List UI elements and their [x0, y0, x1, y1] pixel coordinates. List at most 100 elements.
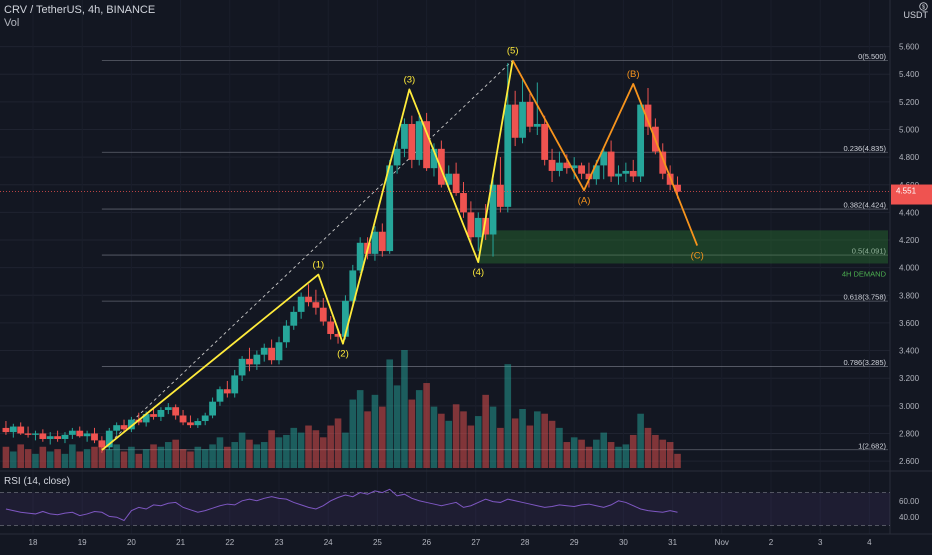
volume-bar [91, 446, 98, 468]
candle-body [194, 421, 202, 426]
candle-body [319, 307, 327, 322]
rsi-label[interactable]: RSI (14, close) [4, 476, 71, 487]
candle-body [260, 347, 268, 355]
volume-bar [430, 406, 438, 468]
candle-body [371, 231, 379, 254]
price-axis-label: 4.800 [899, 153, 920, 162]
volume-bar [379, 406, 386, 468]
volume-bar [39, 446, 47, 468]
demand-zone-box [478, 230, 888, 264]
candle-body [356, 242, 364, 271]
volume-bar [593, 439, 600, 468]
candle-body [46, 436, 54, 439]
candle-body [9, 426, 17, 433]
time-axis-label: 24 [324, 538, 333, 547]
price-axis-label: 3.600 [899, 319, 920, 328]
volume-bar [607, 442, 615, 468]
candle-body [556, 162, 563, 171]
volume-bar [275, 437, 283, 468]
corrective-wave-line [511, 59, 699, 246]
candle-body [209, 401, 216, 416]
trend-line [101, 60, 514, 451]
volume-bar [216, 437, 224, 468]
candle-body [120, 425, 128, 430]
volume-bar [438, 413, 445, 468]
candle-body [105, 430, 113, 448]
candle-body [563, 162, 571, 169]
price-axis-label: 5.600 [899, 43, 920, 52]
candle-body [68, 430, 76, 435]
candle-body [128, 419, 135, 430]
volume-bar [187, 451, 194, 468]
demand-zone-label: 4H DEMAND [842, 270, 887, 279]
price-axis-label: 4.200 [899, 236, 920, 245]
candle-body [674, 184, 681, 192]
candle-body [24, 433, 32, 435]
volume-bar [504, 364, 512, 468]
candle-body [98, 440, 106, 448]
volume-bar [674, 453, 681, 468]
candle-body [393, 148, 401, 166]
candle-body [467, 212, 475, 238]
candle-body [216, 389, 224, 402]
candle-body [223, 389, 231, 394]
volume-label[interactable]: Vol [4, 17, 20, 29]
candle-body [497, 184, 504, 207]
candle-body [54, 436, 61, 439]
last-price-tag [891, 184, 932, 205]
candle-body [482, 217, 490, 235]
volume-bar [179, 449, 187, 468]
candle-body [83, 433, 91, 437]
candle-body [113, 425, 121, 431]
candle-body [17, 426, 25, 434]
volume-bar [246, 439, 253, 468]
volume-bar [423, 383, 430, 468]
volume-bar [61, 453, 69, 468]
candle-body [578, 165, 585, 174]
candle-body [570, 165, 578, 169]
candle-body [290, 311, 298, 326]
wave-label: (3) [404, 74, 416, 85]
currency-selector[interactable]: $ USDT [904, 2, 928, 20]
price-axis-label: 4.000 [899, 264, 920, 273]
fib-level-label: 0.5(4.091) [852, 247, 887, 256]
volume-bar [194, 446, 202, 468]
candle-body [415, 121, 423, 160]
volume-bar [629, 434, 637, 468]
time-axis-label: 20 [127, 538, 136, 547]
volume-bar [666, 442, 674, 468]
price-axis-label: 3.000 [899, 402, 920, 411]
time-axis-label: 26 [422, 538, 431, 547]
volume-bar [253, 444, 261, 468]
time-axis-label: 27 [471, 538, 480, 547]
candle-body [659, 151, 667, 174]
volume-bar [652, 434, 659, 468]
candle-body [423, 121, 430, 169]
price-axis-label: 3.200 [899, 374, 920, 383]
candle-body [268, 347, 276, 361]
svg-text:$: $ [922, 5, 926, 11]
volume-bar [386, 359, 393, 468]
wave-label: (A) [578, 195, 591, 206]
fib-level-label: 0.786(3.285) [843, 358, 886, 367]
volume-bar [445, 420, 453, 468]
time-axis-label: 23 [275, 538, 284, 547]
candle-body [282, 325, 290, 343]
volume-bar [563, 442, 571, 468]
symbol-title[interactable]: CRV / TetherUS, 4h, BINANCE [4, 4, 156, 16]
candle-body [548, 159, 556, 171]
time-axis-label: 25 [373, 538, 382, 547]
time-axis-label: Nov [715, 538, 729, 547]
volume-bar [474, 416, 482, 468]
volume-bar [482, 394, 489, 468]
volume-bar [297, 432, 305, 468]
candle-body [378, 231, 386, 252]
candle-body [437, 148, 445, 185]
volume-bar [356, 390, 364, 468]
candle-body [142, 414, 150, 423]
rsi-axis-label: 60.00 [899, 497, 920, 506]
candle-body [541, 123, 549, 160]
candle-body [452, 173, 460, 194]
